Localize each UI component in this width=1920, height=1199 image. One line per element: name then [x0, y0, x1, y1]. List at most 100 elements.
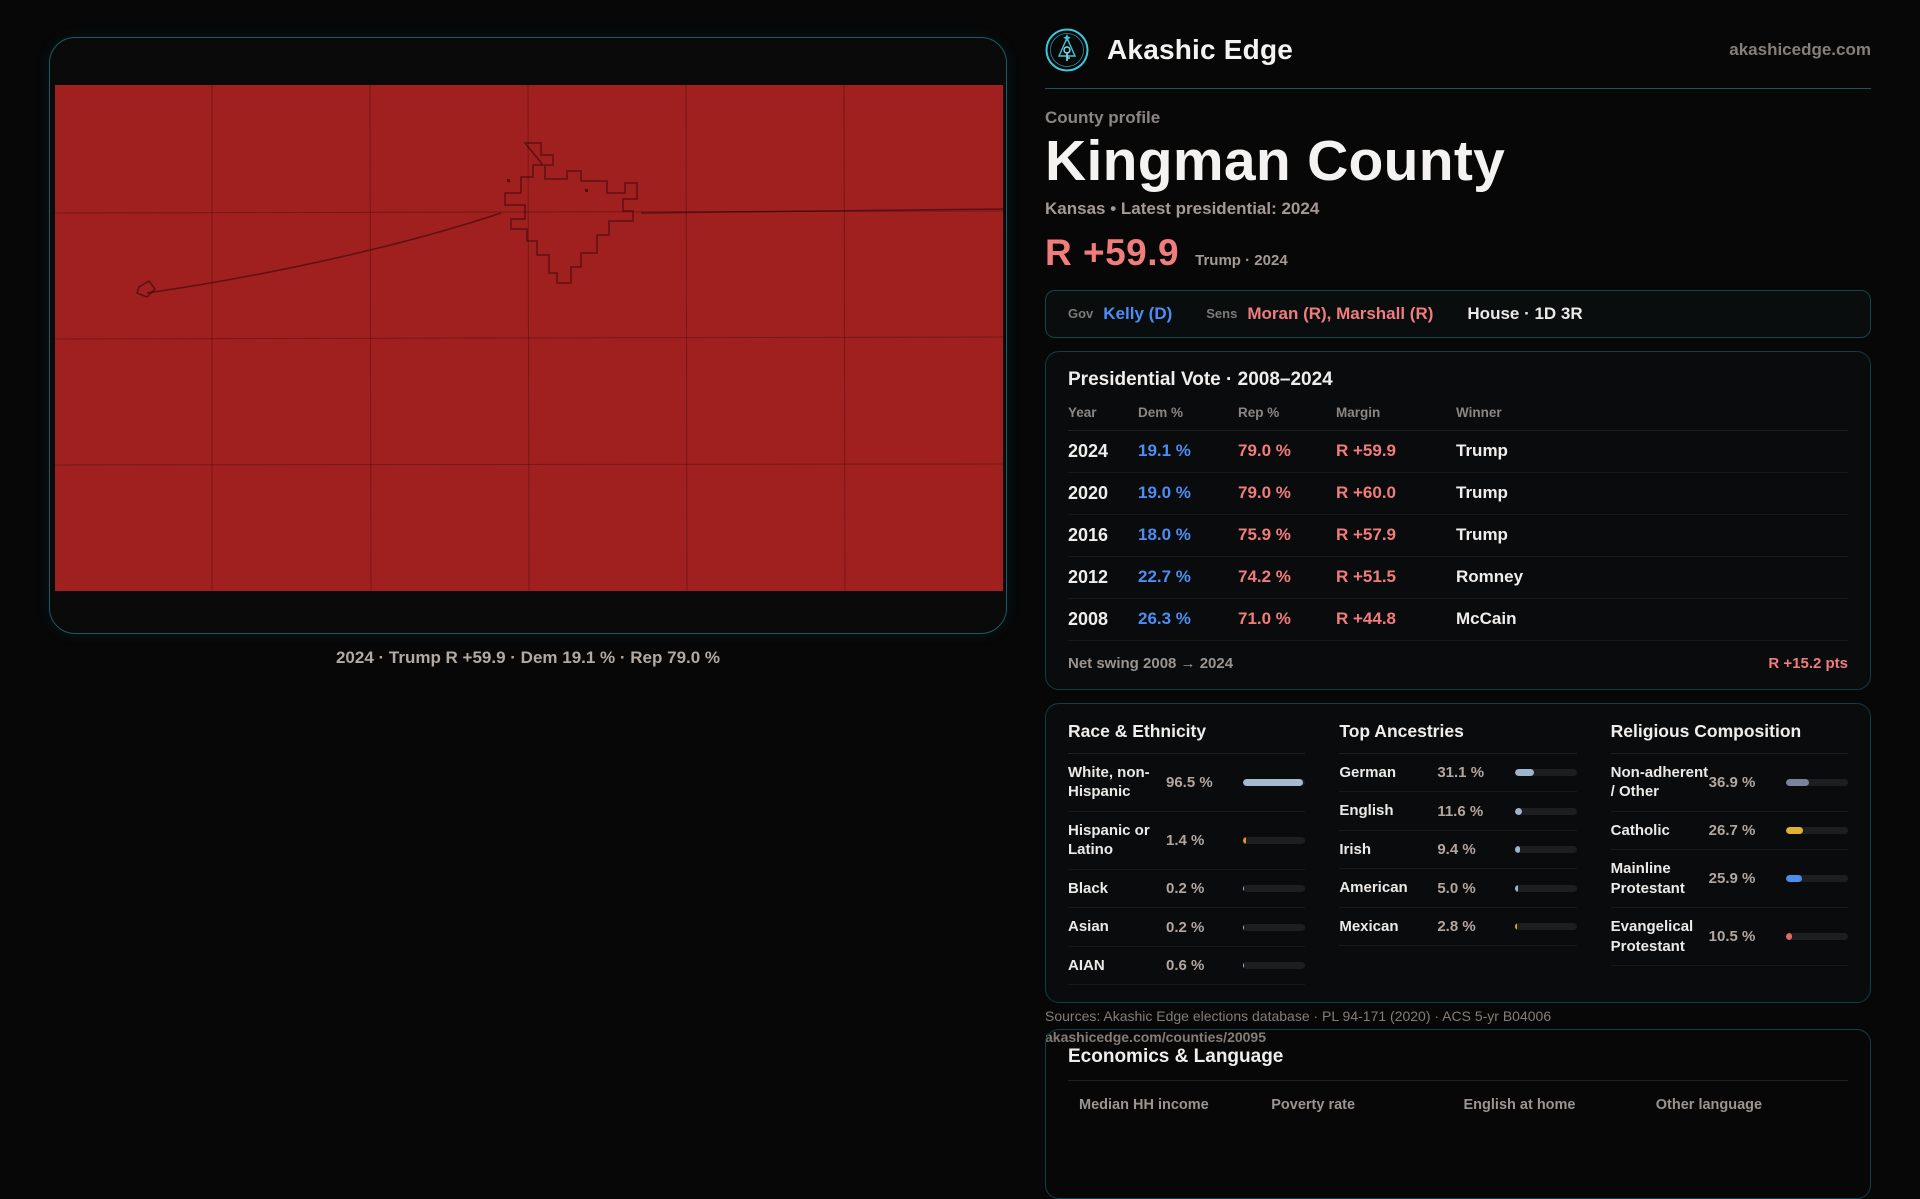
- demo-value: 36.9 %: [1708, 773, 1756, 791]
- house-delegation-value: House · 1D 3R: [1467, 303, 1583, 323]
- table-row[interactable]: 2012 22.7 % 74.2 % R +51.5 Romney: [1068, 557, 1848, 599]
- dem-cell: 22.7 %: [1138, 567, 1191, 587]
- county-map[interactable]: [55, 85, 1003, 591]
- demo-value: 9.4 %: [1437, 841, 1476, 859]
- app-header: Akashic Edge akashicedge.com: [1045, 27, 1871, 73]
- winner-cell: Trump: [1456, 441, 1508, 461]
- demo-value: 11.6 %: [1437, 802, 1484, 820]
- list-item: Black 0.2 %: [1068, 870, 1306, 909]
- mini-bar: [1243, 923, 1306, 931]
- rep-cell: 79.0 %: [1238, 441, 1291, 461]
- year-cell: 2008: [1068, 608, 1109, 629]
- table-row[interactable]: 2024 19.1 % 79.0 % R +59.9 Trump: [1068, 431, 1848, 473]
- mini-bar: [1243, 962, 1306, 970]
- col-year: Year: [1068, 404, 1097, 420]
- county-subtitle: Kansas • Latest presidential: 2024: [1045, 198, 1320, 218]
- race-ethnicity-section: Race & Ethnicity White, non-Hispanic 96.…: [1068, 721, 1306, 986]
- county-profile-panel: Akashic Edge akashicedge.com County prof…: [1045, 0, 1871, 1199]
- rep-cell: 75.9 %: [1238, 525, 1291, 545]
- rep-cell: 71.0 %: [1238, 609, 1291, 629]
- list-item: White, non-Hispanic 96.5 %: [1068, 754, 1306, 812]
- mini-bar: [1243, 885, 1306, 893]
- net-swing-row: Net swing 2008 → 2024 R +15.2 pts: [1068, 641, 1848, 672]
- table-row[interactable]: 2020 19.0 % 79.0 % R +60.0 Trump: [1068, 473, 1848, 515]
- ancestries-section: Top Ancestries German 31.1 % English 11.…: [1339, 721, 1577, 986]
- demo-label: American: [1339, 879, 1408, 897]
- mini-bar: [1514, 846, 1577, 854]
- mini-bar: [1785, 875, 1848, 883]
- sens-label: Sens: [1206, 306, 1238, 322]
- year-cell: 2012: [1068, 566, 1109, 587]
- list-item: American 5.0 %: [1339, 869, 1577, 908]
- section-title: Religious Composition: [1610, 721, 1848, 754]
- mini-bar: [1243, 836, 1306, 844]
- senators-value[interactable]: Moran (R), Marshall (R): [1247, 303, 1434, 323]
- county-shape: [55, 85, 1003, 591]
- demo-value: 2.8 %: [1437, 918, 1476, 936]
- section-title: Race & Ethnicity: [1068, 721, 1306, 754]
- mini-bar: [1514, 807, 1577, 815]
- mini-bar: [1514, 923, 1577, 931]
- demo-value: 31.1 %: [1437, 764, 1485, 782]
- pres-table-title: Presidential Vote · 2008–2024: [1068, 368, 1333, 390]
- sources-permalink[interactable]: akashicedge.com/counties/20095: [1045, 1029, 1266, 1045]
- township-grid: [55, 85, 1003, 591]
- sources-line: Sources: Akashic Edge elections database…: [1045, 1008, 1552, 1024]
- demo-label: Hispanic or Latino: [1068, 821, 1150, 859]
- list-item: Asian 0.2 %: [1068, 908, 1306, 947]
- col-median-income: Median HH income: [1079, 1097, 1209, 1114]
- list-item: AIAN 0.6 %: [1068, 947, 1306, 986]
- eyebrow-label: County profile: [1045, 108, 1161, 127]
- margin-cell: R +44.8: [1336, 609, 1397, 629]
- demo-label: White, non-Hispanic: [1068, 763, 1150, 801]
- demo-label: Evangelical Protestant: [1610, 918, 1694, 955]
- net-swing-label: Net swing 2008 → 2024: [1068, 654, 1234, 672]
- list-item: English 11.6 %: [1339, 792, 1577, 831]
- governor-value[interactable]: Kelly (D): [1103, 303, 1173, 323]
- demographics-card: Race & Ethnicity White, non-Hispanic 96.…: [1045, 702, 1871, 1004]
- app-title: Akashic Edge: [1107, 34, 1294, 65]
- list-item: Catholic 26.7 %: [1610, 812, 1848, 851]
- list-item: Mexican 2.8 %: [1339, 908, 1577, 947]
- col-other-language: Other language: [1655, 1097, 1763, 1114]
- pres-table-header: Year Dem % Rep % Margin Winner: [1068, 405, 1848, 431]
- rep-cell: 79.0 %: [1238, 483, 1291, 503]
- latest-margin: R +59.9 Trump · 2024: [1045, 232, 1871, 274]
- dem-cell: 26.3 %: [1138, 609, 1191, 629]
- officials-bar: Gov Kelly (D) Sens Moran (R), Marshall (…: [1045, 289, 1871, 338]
- margin-cell: R +57.9: [1336, 525, 1397, 545]
- economics-table-header: Median HH income Poverty rate English at…: [1068, 1097, 1848, 1113]
- winner-cell: Romney: [1456, 567, 1524, 587]
- mini-bar: [1514, 769, 1577, 777]
- col-english-home: English at home: [1463, 1097, 1576, 1114]
- table-row[interactable]: 2016 18.0 % 75.9 % R +57.9 Trump: [1068, 515, 1848, 557]
- col-dem: Dem %: [1138, 404, 1184, 420]
- religion-section: Religious Composition Non-adherent / Oth…: [1610, 721, 1848, 986]
- mini-bar: [1785, 827, 1848, 835]
- demo-label: Irish: [1339, 840, 1372, 858]
- mini-bar: [1785, 778, 1848, 786]
- mini-bar: [1243, 778, 1306, 786]
- page-title: Kingman County: [1045, 129, 1506, 193]
- demo-label: English: [1339, 802, 1394, 820]
- demo-label: Catholic: [1610, 821, 1670, 839]
- dem-cell: 18.0 %: [1138, 525, 1191, 545]
- city-boundary: [136, 142, 1003, 298]
- col-poverty-rate: Poverty rate: [1271, 1097, 1356, 1114]
- list-item: Irish 9.4 %: [1339, 831, 1577, 870]
- list-item: Mainline Protestant 25.9 %: [1610, 850, 1848, 909]
- net-swing-value: R +15.2 pts: [1768, 654, 1848, 672]
- economics-language-card: Economics & Language Median HH income Po…: [1045, 1029, 1871, 1199]
- app-domain[interactable]: akashicedge.com: [1729, 40, 1871, 59]
- margin-value: R +59.9: [1045, 231, 1180, 273]
- demo-value: 0.2 %: [1166, 880, 1205, 898]
- table-row[interactable]: 2008 26.3 % 71.0 % R +44.8 McCain: [1068, 599, 1848, 641]
- demo-value: 5.0 %: [1437, 879, 1476, 897]
- list-item: Non-adherent / Other 36.9 %: [1610, 754, 1848, 812]
- margin-cell: R +59.9: [1336, 441, 1397, 461]
- akashic-edge-logo-icon[interactable]: [1045, 28, 1089, 72]
- margin-cell: R +60.0: [1336, 483, 1397, 503]
- year-cell: 2020: [1068, 482, 1109, 503]
- col-margin: Margin: [1336, 404, 1381, 420]
- county-map-card: [49, 37, 1007, 634]
